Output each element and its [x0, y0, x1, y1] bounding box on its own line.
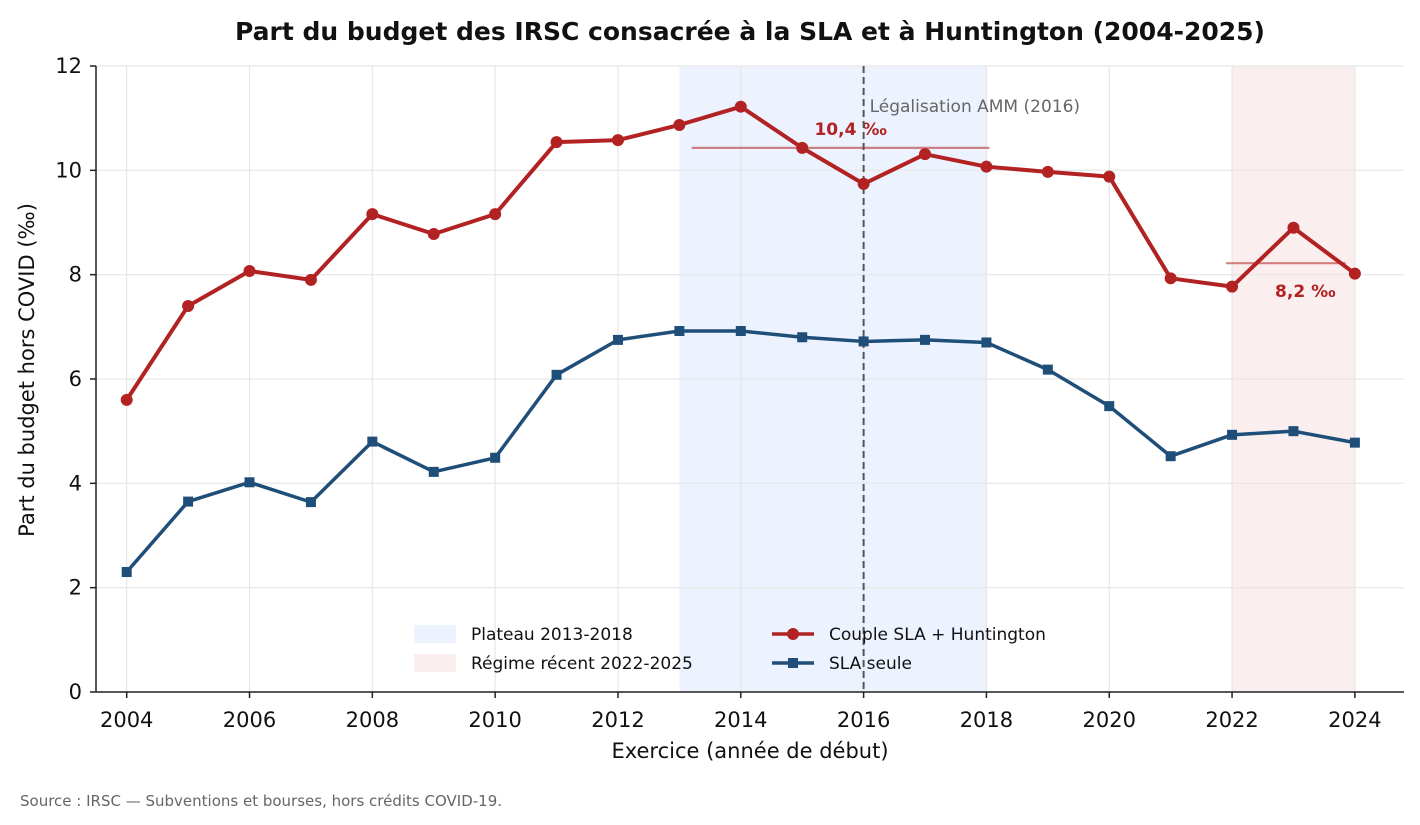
series-1-point-0 [121, 567, 132, 578]
series-1-point-7 [551, 369, 562, 380]
legend-swatch-region-1 [414, 654, 456, 672]
x-axis-label: Exercice (année de début) [611, 739, 888, 763]
x-tick-label-1: 2006 [223, 708, 276, 732]
series-1-point-5 [428, 466, 439, 477]
y-tick-label-6: 12 [55, 54, 82, 78]
series-1-point-17 [1165, 451, 1176, 462]
series-0-point-15 [1041, 165, 1054, 178]
series-0-point-6 [489, 208, 502, 221]
x-tick-label-3: 2010 [468, 708, 521, 732]
x-tick-label-4: 2012 [591, 708, 644, 732]
vertical-marker: Légalisation AMM (2016) [862, 66, 1080, 692]
series-0-point-5 [427, 227, 440, 240]
x-tick-label-7: 2018 [960, 708, 1013, 732]
series-0-point-4 [366, 208, 379, 221]
y-tick-label-4: 8 [69, 263, 82, 287]
series-lines [120, 100, 1361, 578]
y-tick-label-3: 6 [69, 367, 82, 391]
series-0-point-12 [857, 177, 870, 190]
x-tick-label-2: 2008 [346, 708, 399, 732]
x-tick-label-8: 2020 [1083, 708, 1136, 732]
series-0-point-17 [1164, 272, 1177, 285]
series-1-point-8 [612, 334, 623, 345]
series-0-point-18 [1226, 280, 1239, 293]
series-1-point-11 [797, 332, 808, 343]
series-1-point-4 [367, 436, 378, 447]
series-0-point-10 [734, 100, 747, 113]
legend-marker-series-0 [787, 628, 799, 640]
x-tick-label-0: 2004 [100, 708, 153, 732]
series-1-point-20 [1349, 437, 1360, 448]
series-0-point-11 [796, 141, 809, 154]
x-tick-label-10: 2024 [1328, 708, 1381, 732]
series-1-point-6 [490, 452, 501, 463]
legend-label-region-0: Plateau 2013-2018 [471, 625, 633, 645]
series-1-point-10 [735, 326, 746, 337]
average-label-1: 8,2 ‰ [1275, 282, 1336, 302]
series-0-point-14 [980, 160, 993, 173]
vertical-marker-label: Légalisation AMM (2016) [870, 97, 1080, 117]
y-tick-label-0: 0 [69, 680, 82, 704]
series-1-point-12 [858, 336, 869, 347]
series-1-point-14 [981, 337, 992, 348]
series-1-point-3 [305, 497, 316, 508]
series-1-point-9 [674, 326, 685, 337]
series-0-point-16 [1103, 170, 1116, 183]
legend-swatch-region-0 [414, 625, 456, 643]
series-0-point-13 [919, 148, 932, 161]
y-tick-label-2: 4 [69, 471, 82, 495]
series-1-point-15 [1042, 364, 1053, 375]
series-1-point-18 [1227, 429, 1238, 440]
series-0-point-3 [304, 273, 317, 286]
series-1-point-1 [183, 496, 194, 507]
series-0-point-1 [182, 299, 195, 312]
x-tick-label-5: 2014 [714, 708, 767, 732]
series-0-point-19 [1287, 221, 1300, 234]
chart-title: Part du budget des IRSC consacrée à la S… [235, 17, 1265, 46]
series-0-point-8 [611, 134, 624, 147]
x-tick-label-9: 2022 [1205, 708, 1258, 732]
legend-marker-series-1 [788, 658, 798, 668]
series-1-point-16 [1104, 401, 1115, 412]
average-lines: 10,4 ‰ 8,2 ‰ [691, 120, 1346, 302]
series-0-point-9 [673, 118, 686, 131]
source-note: Source : IRSC — Subventions et bourses, … [20, 792, 502, 810]
legend-label-series-0: Couple SLA + Huntington [829, 625, 1046, 645]
average-label-0: 10,4 ‰ [814, 120, 887, 140]
series-0-point-20 [1348, 267, 1361, 280]
series-1-point-13 [920, 334, 931, 345]
series-0-point-2 [243, 265, 256, 278]
series-1-point-2 [244, 477, 255, 488]
legend: Plateau 2013-2018 Régime récent 2022-2025… [414, 625, 1046, 674]
series-1-point-19 [1288, 426, 1299, 437]
y-axis-label: Part du budget hors COVID (‰) [15, 203, 39, 537]
y-tick-label-5: 10 [55, 158, 82, 182]
x-tick-label-6: 2016 [837, 708, 890, 732]
axes: 2004 2006 2008 2010 2012 2014 2016 2018 2020 2022… [55, 54, 1404, 732]
legend-label-series-1: SLA seule [829, 654, 912, 674]
series-0-point-7 [550, 136, 563, 149]
y-tick-label-1: 2 [69, 576, 82, 600]
series-0-point-0 [120, 393, 133, 406]
legend-label-region-1: Régime récent 2022-2025 [471, 654, 693, 674]
